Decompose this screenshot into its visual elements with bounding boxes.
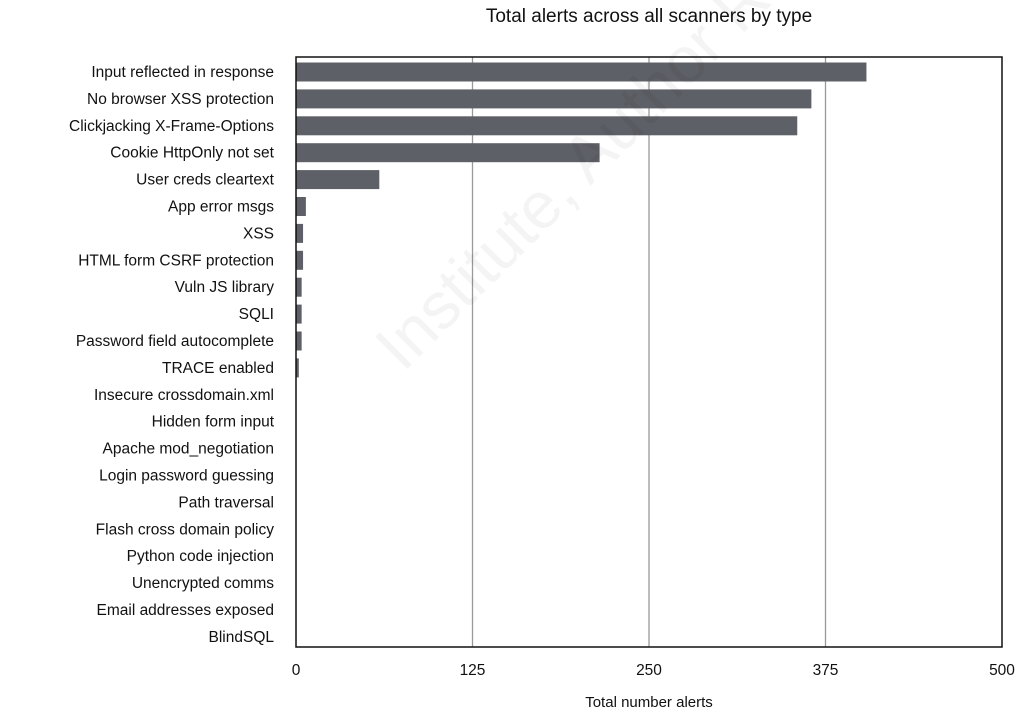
category-label: App error msgs: [168, 199, 274, 216]
bar: [296, 331, 302, 351]
x-tick-label: 375: [813, 662, 839, 679]
bar: [296, 304, 302, 324]
bar: [296, 358, 299, 378]
bar: [296, 62, 867, 82]
category-label: Path traversal: [178, 494, 274, 511]
category-label: TRACE enabled: [162, 360, 274, 377]
category-label: Password field autocomplete: [76, 333, 274, 350]
bar: [296, 250, 304, 270]
bar: [296, 223, 304, 243]
x-tick-label: 500: [989, 662, 1015, 679]
category-label: Email addresses exposed: [97, 602, 275, 619]
x-axis-label: Total number alerts: [585, 694, 713, 711]
bar: [296, 277, 302, 297]
x-tick-label: 125: [460, 662, 486, 679]
x-tick-label: 250: [636, 662, 662, 679]
bar: [296, 89, 812, 109]
category-label: BlindSQL: [209, 629, 275, 646]
category-label: HTML form CSRF protection: [78, 252, 274, 269]
category-label: SQLI: [239, 306, 274, 323]
category-label: Cookie HttpOnly not set: [110, 145, 274, 162]
category-label: Apache mod_negotiation: [103, 441, 275, 458]
category-label: Unencrypted comms: [132, 575, 274, 592]
category-label: No browser XSS protection: [87, 91, 274, 108]
category-label: User creds cleartext: [136, 172, 275, 189]
x-tick-label: 0: [292, 662, 301, 679]
bar: [296, 170, 380, 190]
category-label: Python code injection: [127, 548, 274, 565]
category-label: Hidden form input: [152, 414, 275, 431]
bar: [296, 197, 306, 216]
category-label: Insecure crossdomain.xml: [94, 387, 274, 404]
bar: [296, 143, 600, 163]
plot-frame: [295, 56, 1003, 648]
category-label: Input reflected in response: [91, 64, 274, 81]
category-label: Clickjacking X-Frame-Options: [69, 118, 274, 135]
category-label: Vuln JS library: [175, 279, 275, 296]
category-label: XSS: [243, 225, 274, 242]
chart-title: Total alerts across all scanners by type: [485, 6, 813, 27]
bar: [296, 116, 798, 136]
category-label: Login password guessing: [99, 468, 274, 485]
category-label: Flash cross domain policy: [96, 521, 275, 538]
